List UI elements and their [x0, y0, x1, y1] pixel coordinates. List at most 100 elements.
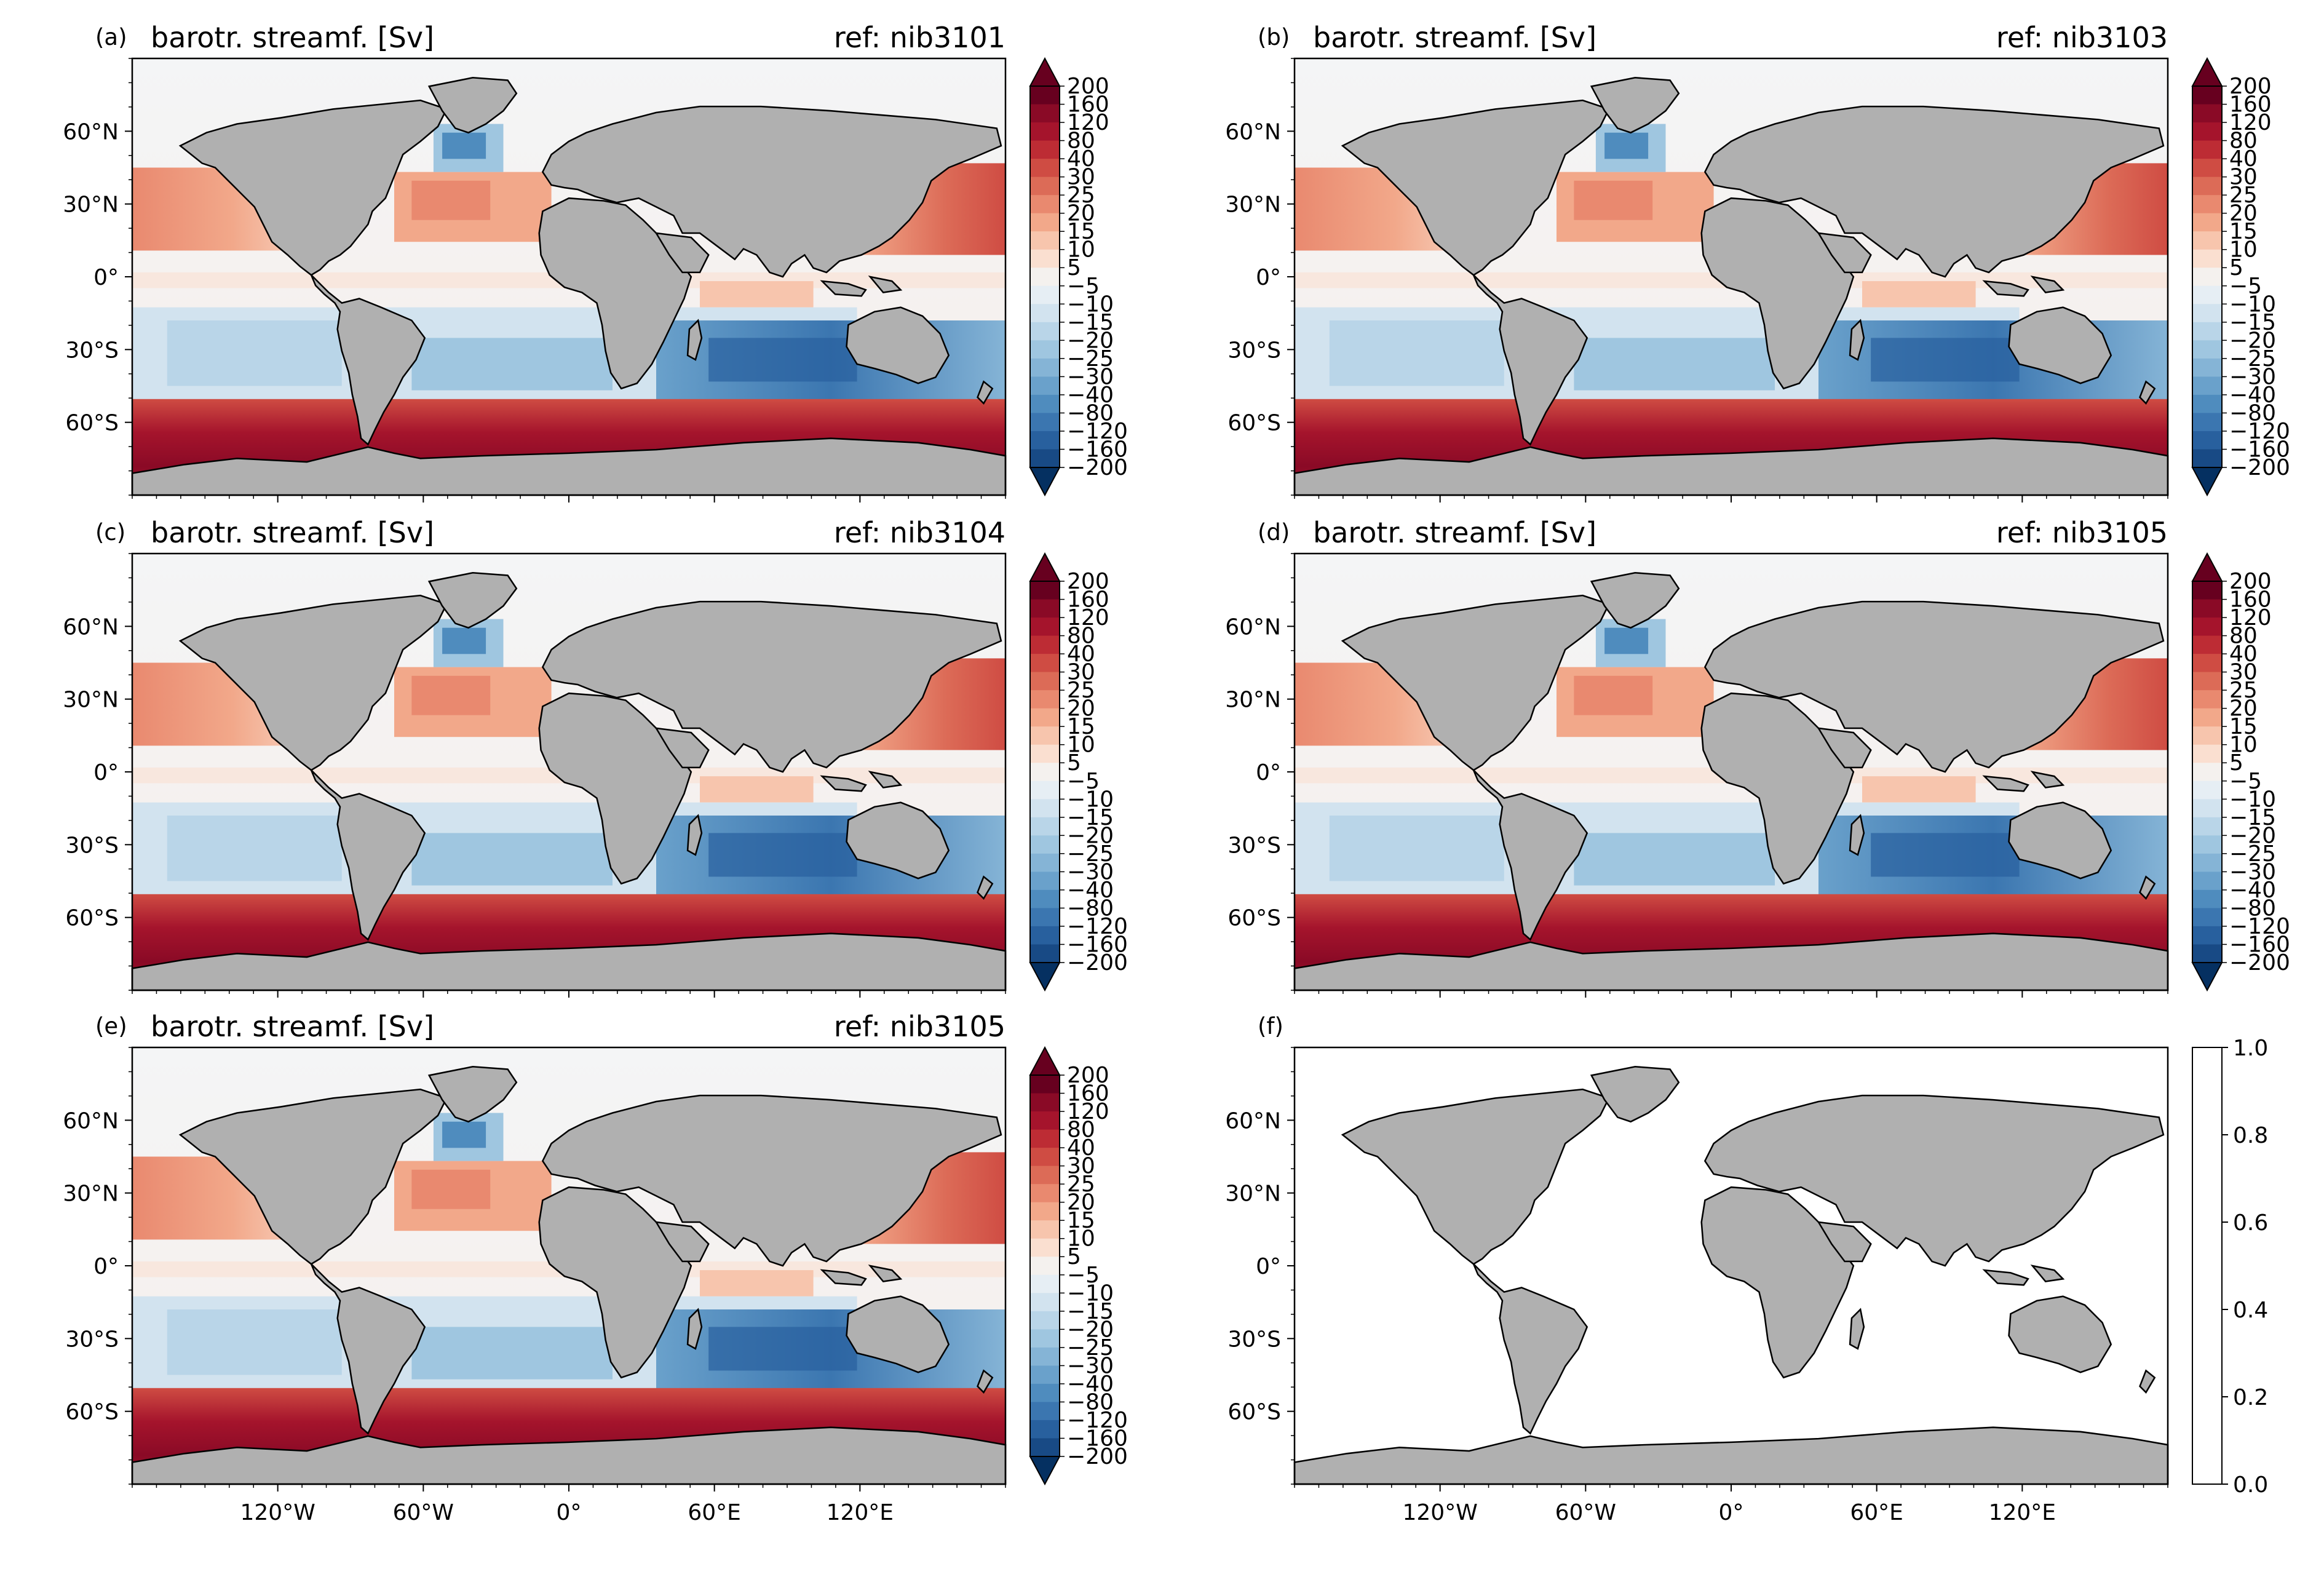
colorbar-tick-label: −30 — [2229, 859, 2276, 884]
colorbar-segment — [1030, 195, 1060, 214]
colorbar: 200160120804030252015105−5−10−15−20−25−3… — [1029, 1046, 1128, 1486]
panel-ref: ref: nib3103 — [1996, 21, 2168, 54]
colorbar-tick-label: 160 — [1067, 1081, 1109, 1106]
colorbar-tick-label: −80 — [1067, 896, 1114, 921]
colorbar-frame — [1029, 85, 1060, 468]
colorbar-segment — [1030, 690, 1060, 709]
colorbar-tick-label: 20 — [2229, 696, 2258, 721]
colorbar-tick-label: −40 — [2229, 383, 2276, 408]
lat-tick-label: 60°N — [1225, 614, 1281, 640]
panel-b: (b) barotr. streamf. [Sv] ref: nib3103 60°N… — [1225, 21, 2290, 502]
colorbar-tick-label: 15 — [1067, 1208, 1095, 1233]
colorbar-segment — [2192, 231, 2222, 250]
colorbar-segment — [2192, 140, 2222, 159]
colorbar-tick-label: −5 — [1067, 1263, 1100, 1288]
colorbar-tick-label: 40 — [2229, 642, 2258, 667]
colorbar-tick-label: −30 — [1067, 364, 1114, 389]
colorbar-segment — [1030, 817, 1060, 836]
colorbar-segment — [2192, 618, 2222, 637]
colorbar-tick-label: −120 — [1067, 914, 1128, 939]
colorbar-tick-label: −5 — [2229, 769, 2262, 794]
lon-tick-label: 60°W — [393, 1500, 454, 1525]
colorbar-tick-label: 120 — [2229, 605, 2272, 630]
colorbar-segment — [2192, 86, 2222, 105]
lat-tick-label: 30°N — [63, 193, 119, 218]
colorbar-segment — [1030, 1220, 1060, 1239]
lat-tick-label: 60°S — [65, 906, 119, 931]
colorbar-tick-label: 25 — [1067, 1172, 1095, 1197]
colorbar: 1.0 0.8 0.6 0.4 0.2 0.0 — [2192, 1036, 2268, 1498]
colorbar-tick-label: −160 — [2229, 932, 2290, 957]
colorbar-tick-label: 30 — [2229, 660, 2258, 685]
colorbar-tick-label: 10 — [2229, 733, 2258, 758]
map-area — [131, 57, 1007, 496]
colorbar-segment — [2192, 376, 2222, 395]
lat-tick-label: 60°N — [1225, 119, 1281, 145]
panel-c: (c) barotr. streamf. [Sv] ref: nib3104 60°N… — [63, 516, 1128, 998]
colorbar-segment — [2192, 853, 2222, 872]
colorbar-tick-label: 0.4 — [2233, 1298, 2268, 1323]
colorbar-tick-label: 200 — [1067, 569, 1109, 594]
colorbar-segment — [1030, 376, 1060, 395]
colorbar-segment — [2192, 449, 2222, 468]
colorbar-tick-label: −10 — [1067, 292, 1114, 317]
lat-tick-label: 30°S — [65, 1327, 119, 1352]
colorbar-tick-label: 5 — [1067, 750, 1081, 776]
lon-tick-label: 120°E — [827, 1500, 894, 1525]
colorbar-tick-label: −30 — [2229, 364, 2276, 389]
lon-tick-label: 120°W — [240, 1500, 315, 1525]
colorbar-tick-label: −15 — [2229, 310, 2276, 335]
lon-tick-label: 60°E — [1850, 1500, 1903, 1525]
lat-tick-label: 0° — [93, 1254, 119, 1279]
colorbar-tick-label: −80 — [1067, 1389, 1114, 1415]
colorbar-segment — [1030, 1202, 1060, 1221]
colorbar-tick-label: 160 — [1067, 587, 1109, 613]
colorbar-tick-label: 40 — [1067, 146, 1095, 172]
colorbar-tick-label: 0.8 — [2233, 1123, 2268, 1148]
colorbar-segment — [1030, 1402, 1060, 1421]
colorbar-tick-label: −20 — [2229, 328, 2276, 353]
colorbar-tick-label: 15 — [2229, 219, 2258, 244]
colorbar-tick-label: 20 — [2229, 201, 2258, 226]
colorbar-segment — [1030, 1329, 1060, 1348]
colorbar-tick-label: −5 — [1067, 769, 1100, 794]
colorbar-segment — [1030, 908, 1060, 927]
colorbar-frame — [2192, 1047, 2223, 1485]
colorbar-segment — [2192, 268, 2222, 287]
map-area — [1293, 1046, 2169, 1485]
colorbar-segment — [2192, 322, 2222, 341]
map-area — [1293, 57, 2169, 496]
colorbar-segment — [1030, 358, 1060, 377]
colorbar-tick-label: 0.0 — [2233, 1472, 2268, 1498]
colorbar-segment — [1030, 781, 1060, 800]
lat-tick-label: 0° — [93, 760, 119, 785]
colorbar-segment — [2192, 889, 2222, 908]
colorbar-extend-max — [2191, 552, 2223, 582]
colorbar-extend-max — [1029, 57, 1061, 87]
map-area — [131, 1046, 1007, 1485]
lat-tick-label: 60°N — [63, 1108, 119, 1134]
colorbar-tick-label: 80 — [1067, 624, 1095, 649]
lon-tick-label: 120°E — [1989, 1500, 2056, 1525]
colorbar-extend-min — [2191, 962, 2223, 992]
colorbar-tick-label: −15 — [1067, 1299, 1114, 1324]
colorbar-tick-label: 120 — [1067, 605, 1109, 630]
colorbar-tick-label: −20 — [1067, 328, 1114, 353]
panel-title: barotr. streamf. [Sv] — [1313, 516, 1596, 549]
colorbar-segment — [1030, 1383, 1060, 1402]
colorbar-segment — [1030, 708, 1060, 727]
colorbar-segment — [2192, 944, 2222, 963]
colorbar-tick-label: −160 — [2229, 437, 2290, 462]
colorbar-segment — [1030, 926, 1060, 945]
colorbar-segment — [1030, 744, 1060, 763]
colorbar-extend-min — [2191, 467, 2223, 497]
colorbar-tick-label: −25 — [1067, 1335, 1114, 1360]
colorbar-tick-label: −120 — [2229, 419, 2290, 444]
colorbar-tick-label: −25 — [2229, 346, 2276, 371]
colorbar-tick-label: −40 — [1067, 878, 1114, 903]
colorbar-segment — [1030, 322, 1060, 341]
colorbar-tick-label: −160 — [1067, 437, 1128, 462]
panel-d: (d) barotr. streamf. [Sv] ref: nib3105 60°N… — [1225, 516, 2290, 998]
colorbar-tick-label: 120 — [1067, 110, 1109, 135]
